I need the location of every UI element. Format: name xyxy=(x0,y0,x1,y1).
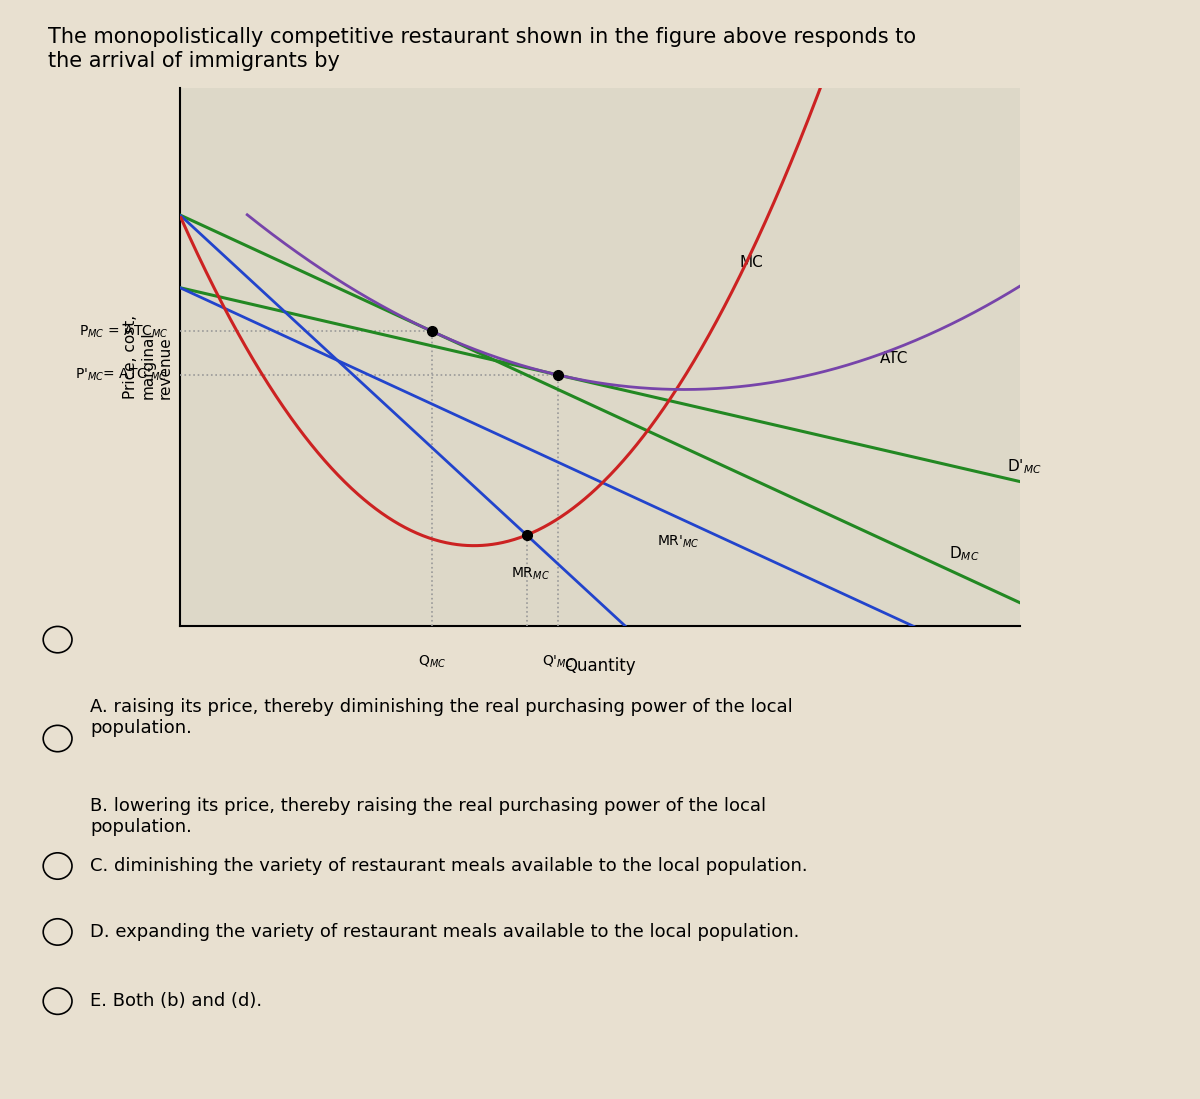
Text: P'$_{MC}$= ATC'$_{MC}$: P'$_{MC}$= ATC'$_{MC}$ xyxy=(76,367,168,384)
Y-axis label: Price, cost,
marginal
revenue: Price, cost, marginal revenue xyxy=(124,315,173,399)
Text: C. diminishing the variety of restaurant meals available to the local population: C. diminishing the variety of restaurant… xyxy=(90,857,808,875)
Text: D. expanding the variety of restaurant meals available to the local population.: D. expanding the variety of restaurant m… xyxy=(90,923,799,941)
Text: E. Both (b) and (d).: E. Both (b) and (d). xyxy=(90,992,262,1010)
Text: MR$_{MC}$: MR$_{MC}$ xyxy=(511,566,551,582)
Text: ATC: ATC xyxy=(880,351,908,366)
Text: MC: MC xyxy=(739,255,763,270)
Text: D$_{MC}$: D$_{MC}$ xyxy=(949,544,979,563)
Text: Q'$_{MC}$: Q'$_{MC}$ xyxy=(542,654,574,670)
Text: B. lowering its price, thereby raising the real purchasing power of the local
po: B. lowering its price, thereby raising t… xyxy=(90,797,766,835)
Text: The monopolistically competitive restaurant shown in the figure above responds t: The monopolistically competitive restaur… xyxy=(48,27,916,70)
Text: Q$_{MC}$: Q$_{MC}$ xyxy=(418,654,446,670)
X-axis label: Quantity: Quantity xyxy=(564,657,636,675)
Text: P$_{MC}$ = ATC$_{MC}$: P$_{MC}$ = ATC$_{MC}$ xyxy=(78,323,168,340)
Text: D'$_{MC}$: D'$_{MC}$ xyxy=(1008,457,1042,476)
Text: A. raising its price, thereby diminishing the real purchasing power of the local: A. raising its price, thereby diminishin… xyxy=(90,698,793,736)
Text: MR'$_{MC}$: MR'$_{MC}$ xyxy=(656,534,700,551)
